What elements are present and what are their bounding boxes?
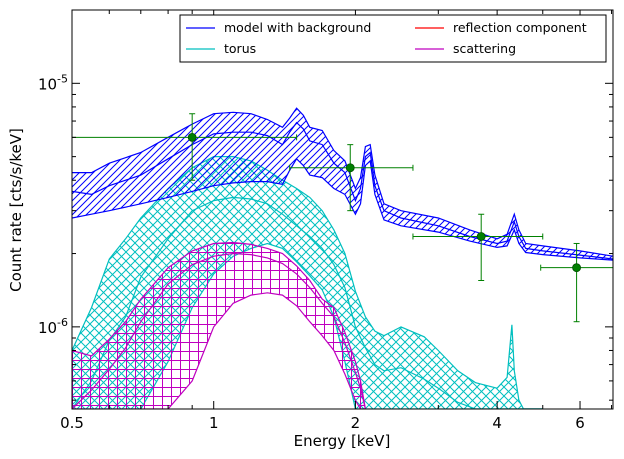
plot-frame xyxy=(71,9,614,410)
curve-model-with-background-upper xyxy=(72,107,613,257)
y-axis-label: Count rate [cts/s/keV] xyxy=(7,128,25,292)
x-tick-label: 2 xyxy=(351,414,361,432)
curve-torus-median xyxy=(72,196,543,409)
band-torus xyxy=(72,156,543,409)
data-marker xyxy=(572,263,581,273)
curve-scattering-lower xyxy=(72,292,366,409)
x-tick-label: 1 xyxy=(209,414,219,432)
legend-box xyxy=(179,14,607,63)
legend-label-reflection: reflection component xyxy=(453,20,587,35)
curve-model-with-background-lower xyxy=(72,157,613,261)
y-tick-label: 10-6 xyxy=(38,316,68,337)
legend-label-scattering: scattering xyxy=(453,41,516,56)
data-marker xyxy=(345,163,355,173)
band-scattering xyxy=(72,242,366,409)
data-point-2 xyxy=(289,144,414,212)
legend-label-model: model with background xyxy=(224,20,371,35)
band-model-with-background xyxy=(72,108,613,261)
data-marker xyxy=(476,232,486,241)
curve-scattering-upper xyxy=(72,241,366,409)
series-scattering xyxy=(72,241,366,409)
data-point-3 xyxy=(412,213,544,282)
x-axis-ticks: 0.5 1 2 4 6 xyxy=(60,10,613,432)
data-point-1 xyxy=(72,113,298,181)
x-tick-label: 0.5 xyxy=(60,414,84,432)
y-axis-ticks: 10-6 10-5 xyxy=(38,72,613,401)
x-axis-label: Energy [keV] xyxy=(294,432,391,450)
legend-label-torus: torus xyxy=(224,41,256,56)
legend: model with background reflection compone… xyxy=(179,14,607,63)
x-tick-label: 4 xyxy=(492,414,502,432)
y-tick-label: 10-5 xyxy=(38,72,68,93)
curve-scattering-median xyxy=(72,252,366,409)
data-point-4 xyxy=(540,242,613,323)
x-tick-label: 6 xyxy=(575,414,585,432)
data-points xyxy=(72,113,613,323)
data-marker xyxy=(187,132,197,142)
